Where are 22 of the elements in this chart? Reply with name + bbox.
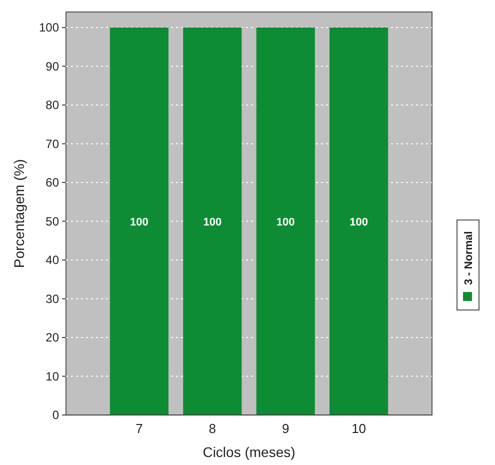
y-tick-label: 30 xyxy=(46,292,60,306)
data-label: 100 xyxy=(350,216,368,228)
y-tick-label: 90 xyxy=(46,59,60,74)
y-tick-label: 40 xyxy=(46,253,60,267)
data-label: 100 xyxy=(276,216,295,228)
y-tick-label: 20 xyxy=(46,330,60,344)
data-label: 100 xyxy=(130,216,148,228)
x-tick-label: 8 xyxy=(208,421,216,436)
x-tick-label: 9 xyxy=(282,421,290,436)
y-tick-label: 60 xyxy=(46,176,60,190)
y-tick-label: 0 xyxy=(52,408,60,422)
x-tick-label: 7 xyxy=(136,421,143,436)
y-tick-label: 50 xyxy=(46,214,60,228)
x-tick-label: 10 xyxy=(352,421,366,436)
y-axis-title: Porcentagem (%) xyxy=(11,159,27,268)
y-tick-label: 80 xyxy=(46,98,60,112)
y-tick-label: 70 xyxy=(46,136,60,151)
y-tick-label: 10 xyxy=(46,369,60,384)
text: 3 - Normal xyxy=(463,231,475,285)
y-tick-label: 100 xyxy=(38,20,60,34)
data-label: 100 xyxy=(203,216,222,228)
x-axis-title: Ciclos (meses) xyxy=(202,444,296,460)
